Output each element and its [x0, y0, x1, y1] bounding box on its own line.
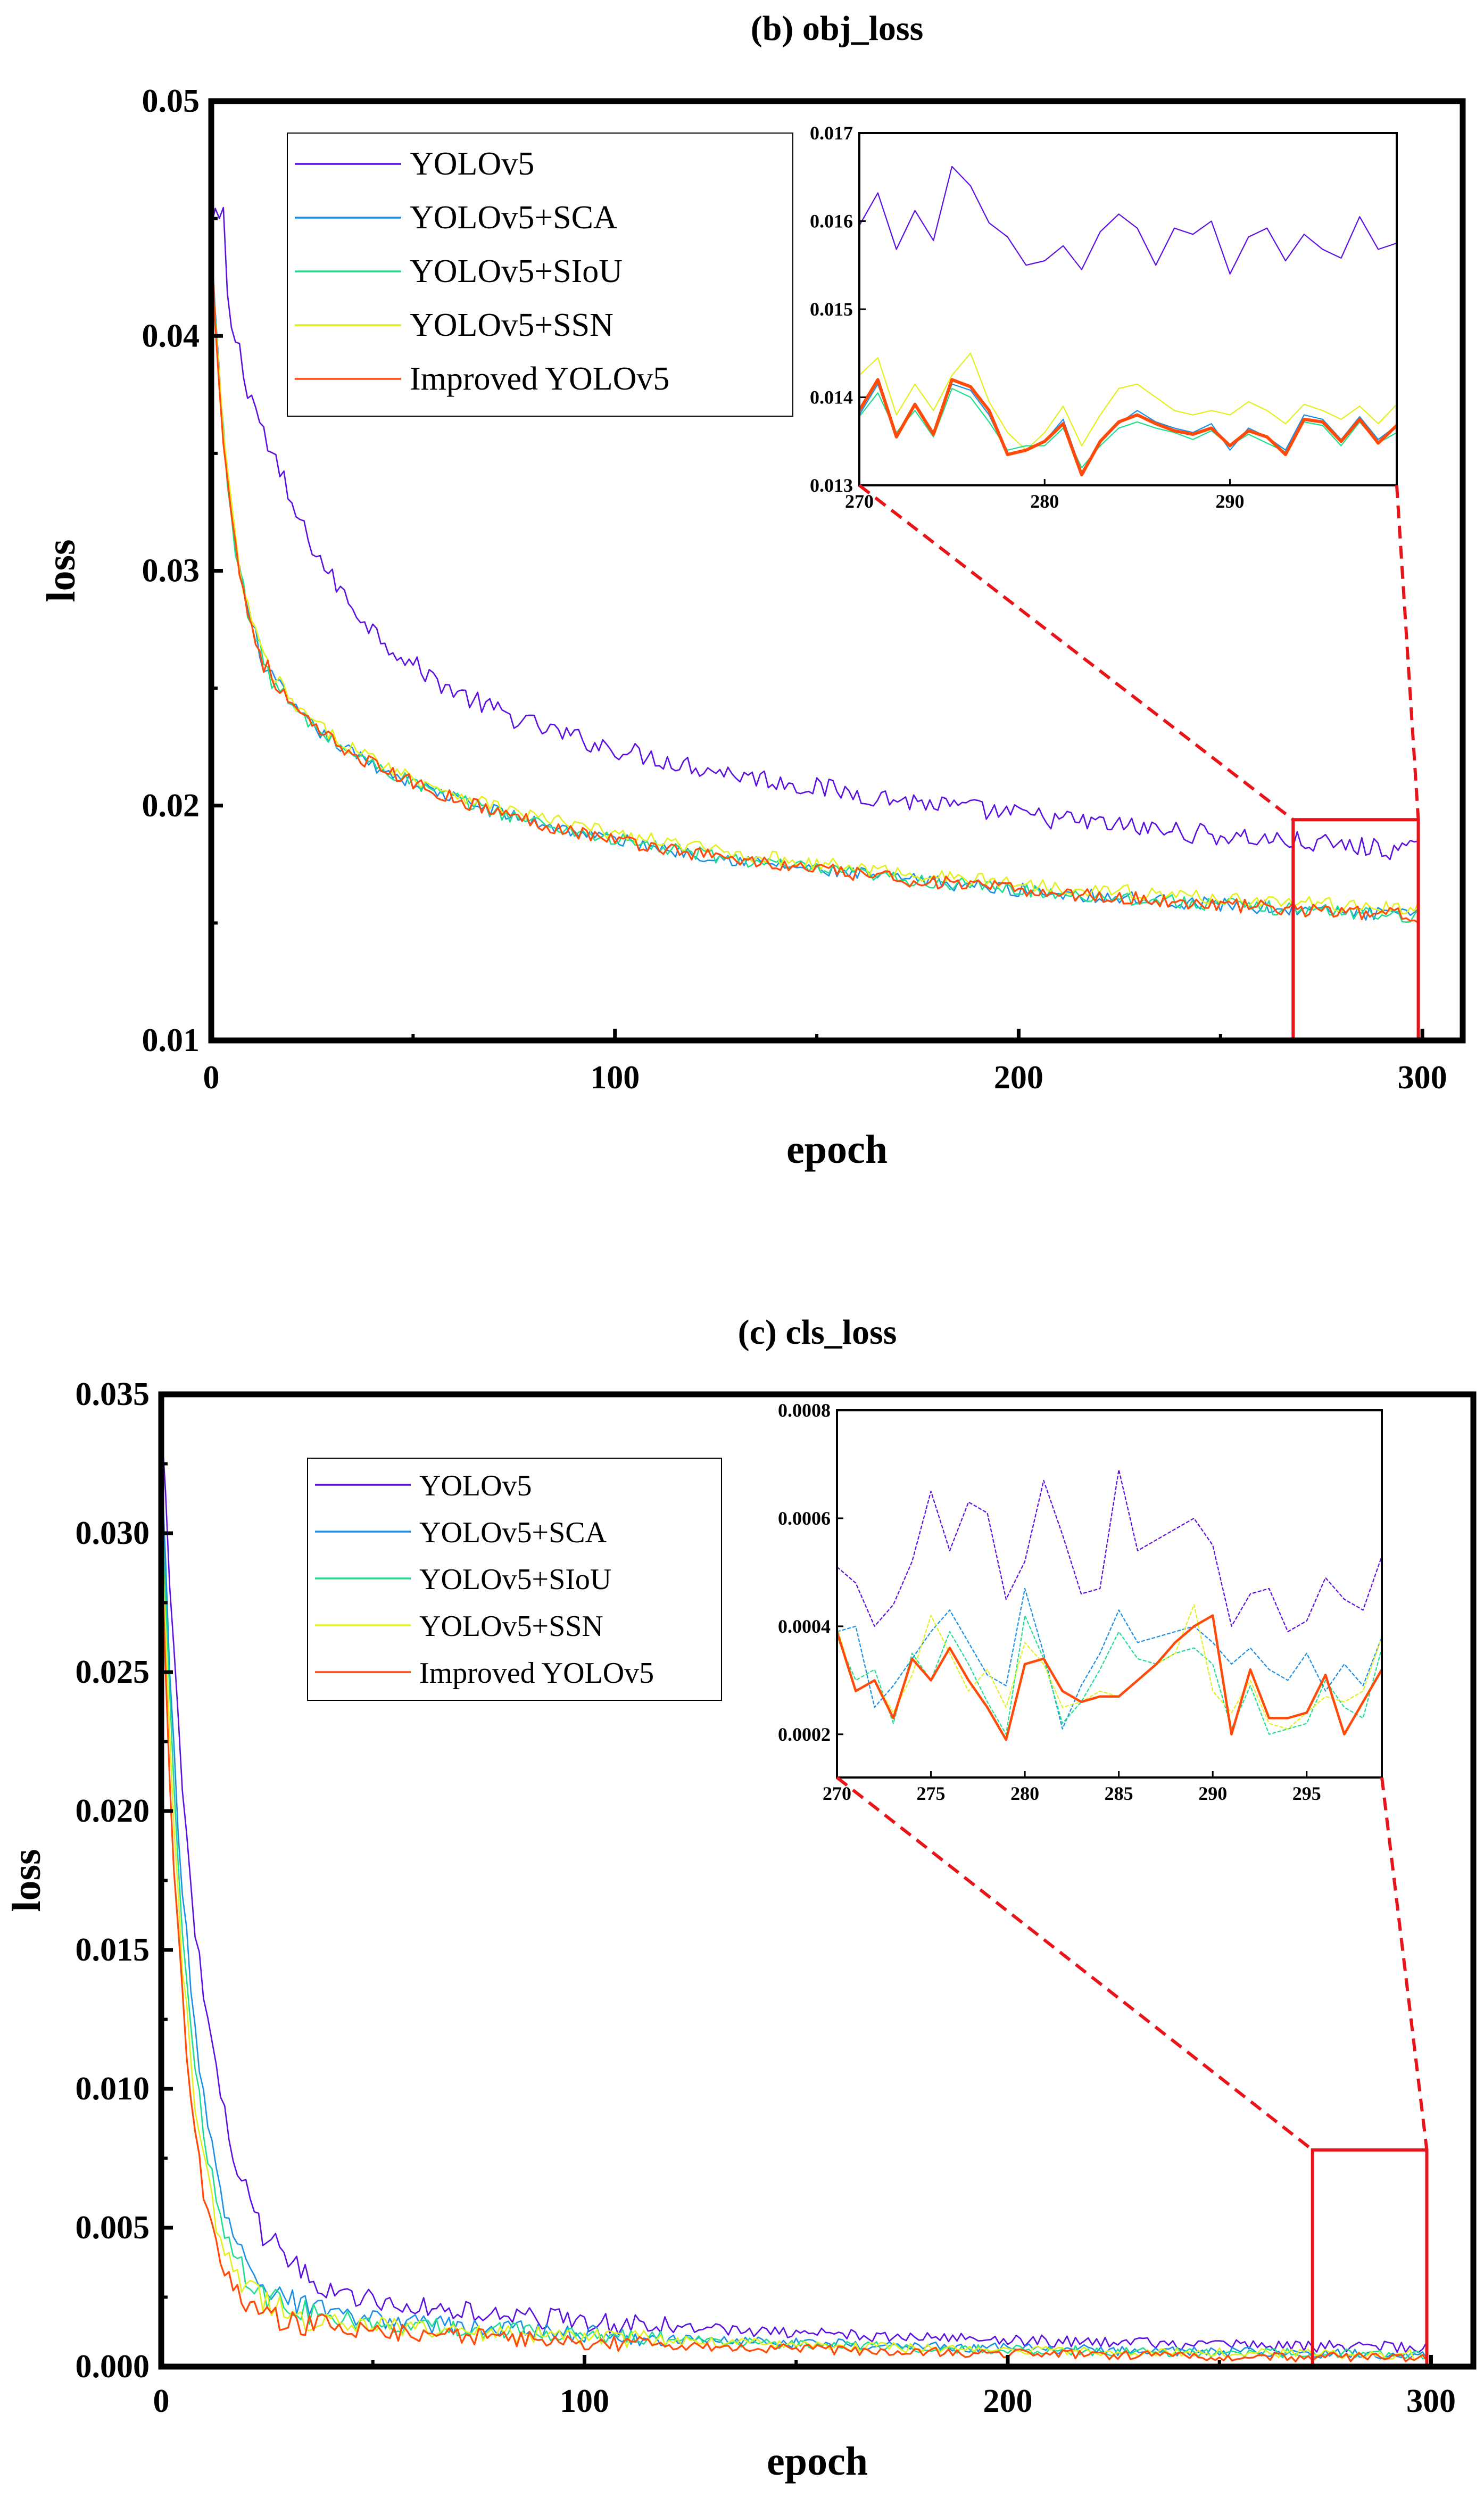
x-tick-label: 200: [983, 2383, 1032, 2419]
inset-line-yolov5: [859, 166, 1397, 275]
y-tick-label: 0.025: [76, 1654, 150, 1690]
legend-label: YOLOv5+SSN: [419, 1610, 603, 1643]
inset-line-yolov5: [837, 1469, 1382, 1633]
inset-line-yolov5-ssn: [859, 352, 1397, 451]
legend-label: YOLOv5+SIoU: [419, 1563, 611, 1596]
y-tick-label: 0.02: [142, 788, 200, 824]
series-lines: [161, 1418, 1428, 2362]
y-tick-label: 0.020: [76, 1793, 150, 1829]
inset-x-tick-label: 295: [1292, 1783, 1321, 1804]
x-tick-label: 100: [560, 2383, 609, 2419]
zoom-region-box: [1311, 2148, 1429, 2369]
inset-series: [837, 1469, 1382, 1741]
x-axis-label: epoch: [767, 2439, 868, 2484]
x-tick-label: 300: [1406, 2383, 1456, 2419]
inset-series: [859, 166, 1397, 477]
y-tick-label: 0.03: [142, 553, 200, 589]
legend-label: YOLOv5+SCA: [410, 200, 617, 236]
x-tick-label: 0: [203, 1060, 220, 1096]
y-tick-label: 0.010: [76, 2071, 150, 2107]
y-tick-label: 0.030: [76, 1515, 150, 1551]
inset-line-yolov5-ssn: [837, 1604, 1382, 1730]
series-line-yolov5: [211, 206, 1419, 861]
x-tick-label: 0: [153, 2383, 170, 2419]
zoom-connector-right: [1395, 485, 1420, 820]
legend-label: YOLOv5+SSN: [410, 307, 614, 343]
series-line-improved-yolov5: [211, 236, 1419, 924]
y-tick-label: 0.05: [142, 83, 200, 119]
series-line-yolov5-ssn: [211, 236, 1419, 915]
inset-y-tick-label: 0.014: [810, 387, 853, 408]
inset-y-tick-label: 0.016: [810, 211, 853, 232]
legend-label: YOLOv5+SCA: [419, 1516, 607, 1549]
y-axis-label: loss: [39, 539, 84, 602]
inset-x-tick-label: 270: [823, 1783, 851, 1804]
inset-line-yolov5-sca: [837, 1588, 1382, 1730]
inset-zoom: 270 280 290 0.013 0.014 0.015 0.016 0.017: [810, 122, 1398, 512]
zoom-connector-left: [836, 1776, 1314, 2152]
y-tick-label: 0.01: [142, 1022, 200, 1059]
inset-y-tick-label: 0.017: [810, 122, 853, 144]
inset-zoom: 270 275 280 285 290 295 0.0002 0.0004 0.0006 0.00…: [778, 1400, 1383, 1804]
inset-x-tick-label: 290: [1216, 491, 1245, 512]
inset-x-tick-label: 280: [1010, 1783, 1039, 1804]
inset-background: [859, 133, 1397, 485]
legend-label: Improved YOLOv5: [410, 361, 669, 397]
inset-line-yolov5-siou: [859, 387, 1397, 468]
zoom-connector-left: [858, 484, 1295, 821]
inset-y-tick-label: 0.0006: [778, 1508, 831, 1529]
inset-y-tick-label: 0.0002: [778, 1724, 831, 1745]
panel-obj-loss: (b) obj_loss 0 100 200 300 0.01 0.02 0.03 0.04 0.…: [39, 9, 1466, 1172]
x-tick-label: 300: [1398, 1060, 1447, 1096]
inset-frame: [836, 1409, 1383, 1779]
panel-cls-loss: (c) cls_loss 0 100 200 300 0.000 0.005 0.010 0.0…: [4, 1313, 1477, 2484]
legend: YOLOv5 YOLOv5+SCA YOLOv5+SIoU YOLOv5+SSN Imp…: [307, 1458, 722, 1701]
chart-title: (c) cls_loss: [738, 1313, 897, 1352]
series-line-yolov5-ssn: [161, 1510, 1428, 2361]
inset-y-tick-label: 0.0004: [778, 1616, 831, 1637]
inset-y-tick-label: 0.0008: [778, 1400, 831, 1421]
series-line-yolov5: [161, 1418, 1428, 2353]
series-line-improved-yolov5: [161, 1536, 1428, 2362]
y-tick-label: 0.035: [76, 1376, 150, 1412]
series-lines: [211, 206, 1419, 924]
y-tick-label: 0.005: [76, 2210, 150, 2246]
y-tick-label: 0.015: [76, 1932, 150, 1968]
x-axis-label: epoch: [786, 1127, 888, 1172]
inset-y-tick-label: 0.015: [810, 299, 853, 320]
legend-box: [287, 133, 793, 417]
inset-x-tick-label: 270: [845, 491, 874, 512]
legend-label: YOLOv5+SIoU: [410, 253, 623, 290]
legend: YOLOv5 YOLOv5+SCA YOLOv5+SIoU YOLOv5+SSN Imp…: [287, 133, 793, 417]
zoom-connector-right: [1380, 1777, 1429, 2151]
inset-line-improved-yolov5: [859, 378, 1397, 477]
x-tick-label: 100: [590, 1060, 640, 1096]
legend-label: YOLOv5: [419, 1469, 532, 1502]
inset-x-tick-label: 290: [1198, 1783, 1227, 1804]
y-tick-label: 0.04: [142, 318, 200, 354]
y-tick-label: 0.000: [76, 2349, 150, 2385]
inset-y-tick-label: 0.013: [810, 475, 853, 496]
legend-label: YOLOv5: [410, 146, 534, 182]
inset-line-improved-yolov5: [837, 1614, 1382, 1741]
chart-title: (b) obj_loss: [751, 9, 924, 48]
inset-x-tick-label: 275: [917, 1783, 946, 1804]
y-axis-label: loss: [4, 1849, 49, 1912]
inset-background: [837, 1410, 1382, 1777]
inset-x-tick-label: 280: [1030, 491, 1059, 512]
inset-x-tick-label: 285: [1105, 1783, 1133, 1804]
legend-label: Improved YOLOv5: [419, 1657, 654, 1690]
x-tick-label: 200: [994, 1060, 1043, 1096]
